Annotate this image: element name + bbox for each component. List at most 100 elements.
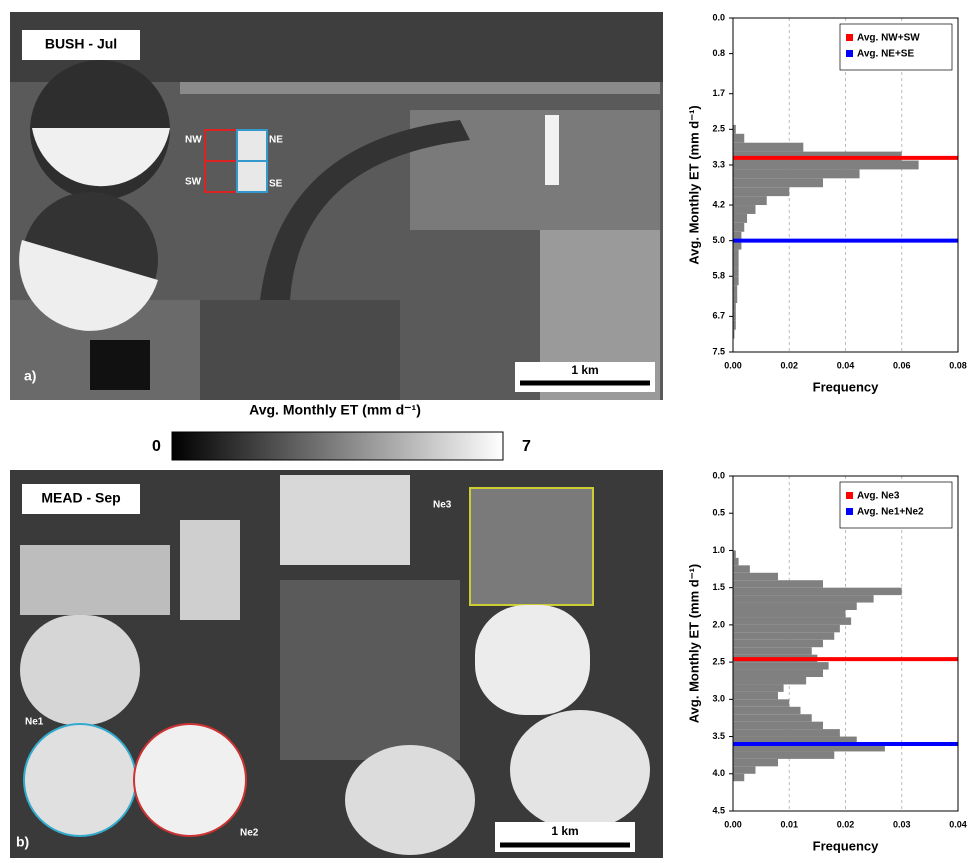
- bar: [733, 691, 778, 700]
- y-tick-label: 0.0: [712, 12, 725, 22]
- bar: [733, 303, 736, 312]
- bar: [733, 729, 840, 737]
- y-tick-label: 1.0: [712, 545, 725, 555]
- x-tick-label: 0.00: [724, 819, 742, 829]
- plot-frame: [732, 475, 959, 812]
- bar: [733, 205, 756, 214]
- y-tick-label: 4.5: [712, 805, 725, 815]
- x-tick-label: 0.00: [724, 360, 742, 370]
- bar: [733, 550, 736, 558]
- y-tick-label: 1.5: [712, 582, 725, 592]
- scale-label: 1 km: [571, 363, 598, 377]
- y-tick-label: 7.5: [712, 346, 725, 356]
- bar: [733, 662, 829, 670]
- bar: [733, 639, 823, 648]
- x-tick-label: 0.04: [949, 819, 967, 829]
- region-label: SW: [185, 177, 202, 188]
- legend-swatch: [846, 34, 853, 41]
- y-tick-label: 5.0: [712, 235, 725, 245]
- y-tick-label: 2.5: [712, 656, 725, 666]
- legend-swatch: [846, 508, 853, 515]
- y-tick-label: 4.2: [712, 199, 725, 209]
- colorbar-label: Avg. Monthly ET (mm d⁻¹): [249, 402, 421, 418]
- bar: [733, 647, 812, 655]
- bar: [733, 557, 739, 566]
- colorbar: [171, 431, 504, 461]
- bar: [733, 766, 756, 774]
- legend-label: Avg. Ne3: [857, 491, 900, 502]
- bar: [733, 160, 919, 170]
- region-label: Ne1: [25, 717, 44, 728]
- x-tick-label: 0.04: [837, 360, 855, 370]
- bar: [733, 294, 738, 304]
- legend-label: Avg. Ne1+Ne2: [857, 507, 924, 518]
- x-axis-title: Frequency: [813, 379, 880, 394]
- x-tick-label: 0.03: [893, 819, 911, 829]
- bar: [733, 231, 742, 241]
- bar: [733, 706, 801, 715]
- bar: [733, 240, 742, 250]
- bar: [733, 258, 739, 268]
- bar: [733, 133, 745, 143]
- y-tick-label: 1.7: [712, 88, 725, 98]
- region-label: Ne3: [433, 500, 452, 511]
- region-label: Ne2: [240, 828, 259, 839]
- x-axis-title: Frequency: [813, 838, 880, 853]
- colorbar-tick: 7: [522, 438, 531, 455]
- y-axis-title: Avg. Monthly ET (mm d⁻¹): [686, 105, 701, 264]
- bar: [733, 196, 767, 206]
- x-tick-label: 0.02: [837, 819, 855, 829]
- bar: [733, 602, 857, 610]
- legend-box: [839, 23, 953, 71]
- legend-label: Avg. NW+SW: [857, 33, 920, 44]
- bar: [733, 187, 790, 197]
- colorbar-tick: 0: [152, 438, 161, 455]
- bar: [733, 751, 835, 759]
- bar: [733, 736, 857, 744]
- panel-title: MEAD - Sep: [41, 490, 120, 506]
- bar: [733, 276, 739, 286]
- y-tick-label: 4.0: [712, 768, 725, 778]
- x-tick-label: 0.06: [893, 360, 911, 370]
- y-tick-label: 2.0: [712, 619, 725, 629]
- y-tick-label: 6.7: [712, 311, 725, 321]
- region-label: SE: [269, 179, 283, 190]
- panel-tag: a): [24, 368, 36, 384]
- bar: [733, 285, 738, 295]
- legend-swatch: [846, 492, 853, 499]
- bar: [733, 213, 748, 223]
- region-label: NE: [269, 135, 283, 146]
- bar: [733, 595, 874, 603]
- region-label: NW: [185, 135, 202, 146]
- y-tick-label: 0.5: [712, 508, 725, 518]
- bar: [733, 721, 823, 730]
- legend-label: Avg. NE+SE: [857, 49, 914, 60]
- y-tick-label: 3.5: [712, 731, 725, 741]
- bar: [733, 610, 846, 618]
- bar: [733, 773, 745, 782]
- y-tick-label: 0.8: [712, 48, 725, 58]
- y-tick-label: 0.0: [712, 470, 725, 480]
- legend-swatch: [846, 50, 853, 57]
- y-tick-label: 3.3: [712, 159, 725, 169]
- bar: [733, 677, 807, 685]
- bar: [733, 617, 852, 625]
- x-tick-label: 0.08: [949, 360, 967, 370]
- bar: [733, 758, 778, 767]
- y-tick-label: 2.5: [712, 124, 725, 134]
- y-axis-title: Avg. Monthly ET (mm d⁻¹): [686, 564, 701, 723]
- bar: [733, 580, 823, 588]
- bar: [733, 587, 902, 596]
- x-tick-label: 0.01: [780, 819, 798, 829]
- bar: [733, 714, 812, 722]
- bar: [733, 169, 860, 179]
- bar: [733, 267, 739, 277]
- bar: [733, 124, 736, 134]
- bar: [733, 684, 784, 692]
- image-a: [10, 12, 663, 400]
- bar: [733, 222, 745, 232]
- bar: [733, 320, 736, 330]
- bar: [733, 329, 735, 339]
